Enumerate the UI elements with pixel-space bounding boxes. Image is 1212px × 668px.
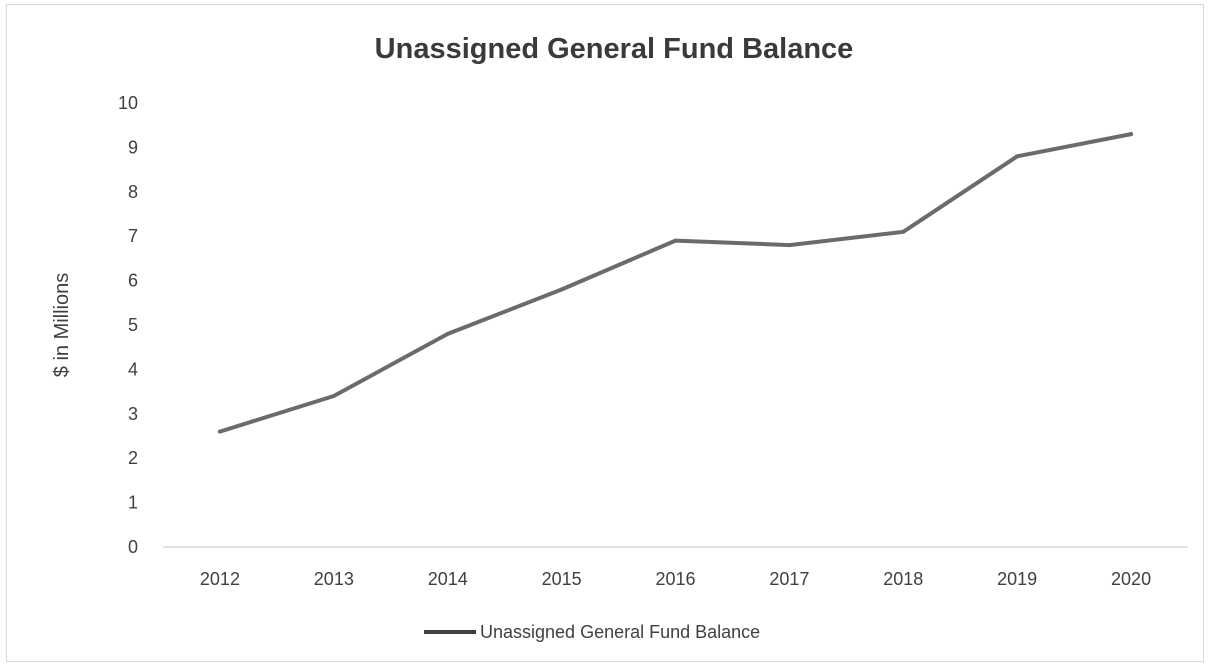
y-tick-label: 3	[128, 404, 138, 424]
data-point	[217, 429, 222, 434]
data-point	[787, 243, 792, 248]
y-axis-label: $ in Millions	[51, 273, 73, 377]
data-point	[445, 331, 450, 336]
y-tick-label: 2	[128, 448, 138, 468]
x-tick-label: 2014	[428, 569, 468, 589]
x-tick-label: 2015	[542, 569, 582, 589]
data-point	[673, 238, 678, 243]
chart-title: Unassigned General Fund Balance	[375, 33, 854, 65]
data-point	[331, 394, 336, 399]
y-axis-ticks: 0 1 2 3 4 5 6 7 8 9 10	[118, 93, 138, 557]
y-tick-label: 10	[118, 93, 138, 113]
legend-label: Unassigned General Fund Balance	[480, 622, 760, 642]
y-tick-label: 1	[128, 493, 138, 513]
x-tick-label: 2017	[769, 569, 809, 589]
chart-frame	[6, 4, 1204, 662]
x-tick-label: 2018	[883, 569, 923, 589]
y-tick-label: 8	[128, 182, 138, 202]
data-point	[1129, 132, 1134, 137]
y-tick-label: 5	[128, 315, 138, 335]
y-tick-label: 0	[128, 537, 138, 557]
legend: Unassigned General Fund Balance	[424, 622, 760, 642]
series-points	[217, 132, 1134, 434]
x-axis-ticks: 2012 2013 2014 2015 2016 2017 2018 2019 2020	[200, 569, 1151, 589]
x-tick-label: 2019	[997, 569, 1037, 589]
x-tick-label: 2012	[200, 569, 240, 589]
data-point	[1015, 154, 1020, 159]
series-line	[217, 132, 1134, 434]
x-tick-label: 2013	[314, 569, 354, 589]
data-point	[559, 287, 564, 292]
y-tick-label: 7	[128, 226, 138, 246]
y-tick-label: 9	[128, 137, 138, 157]
data-point	[901, 229, 906, 234]
y-tick-label: 6	[128, 271, 138, 291]
x-tick-label: 2016	[655, 569, 695, 589]
x-tick-label: 2020	[1111, 569, 1151, 589]
y-tick-label: 4	[128, 359, 138, 379]
